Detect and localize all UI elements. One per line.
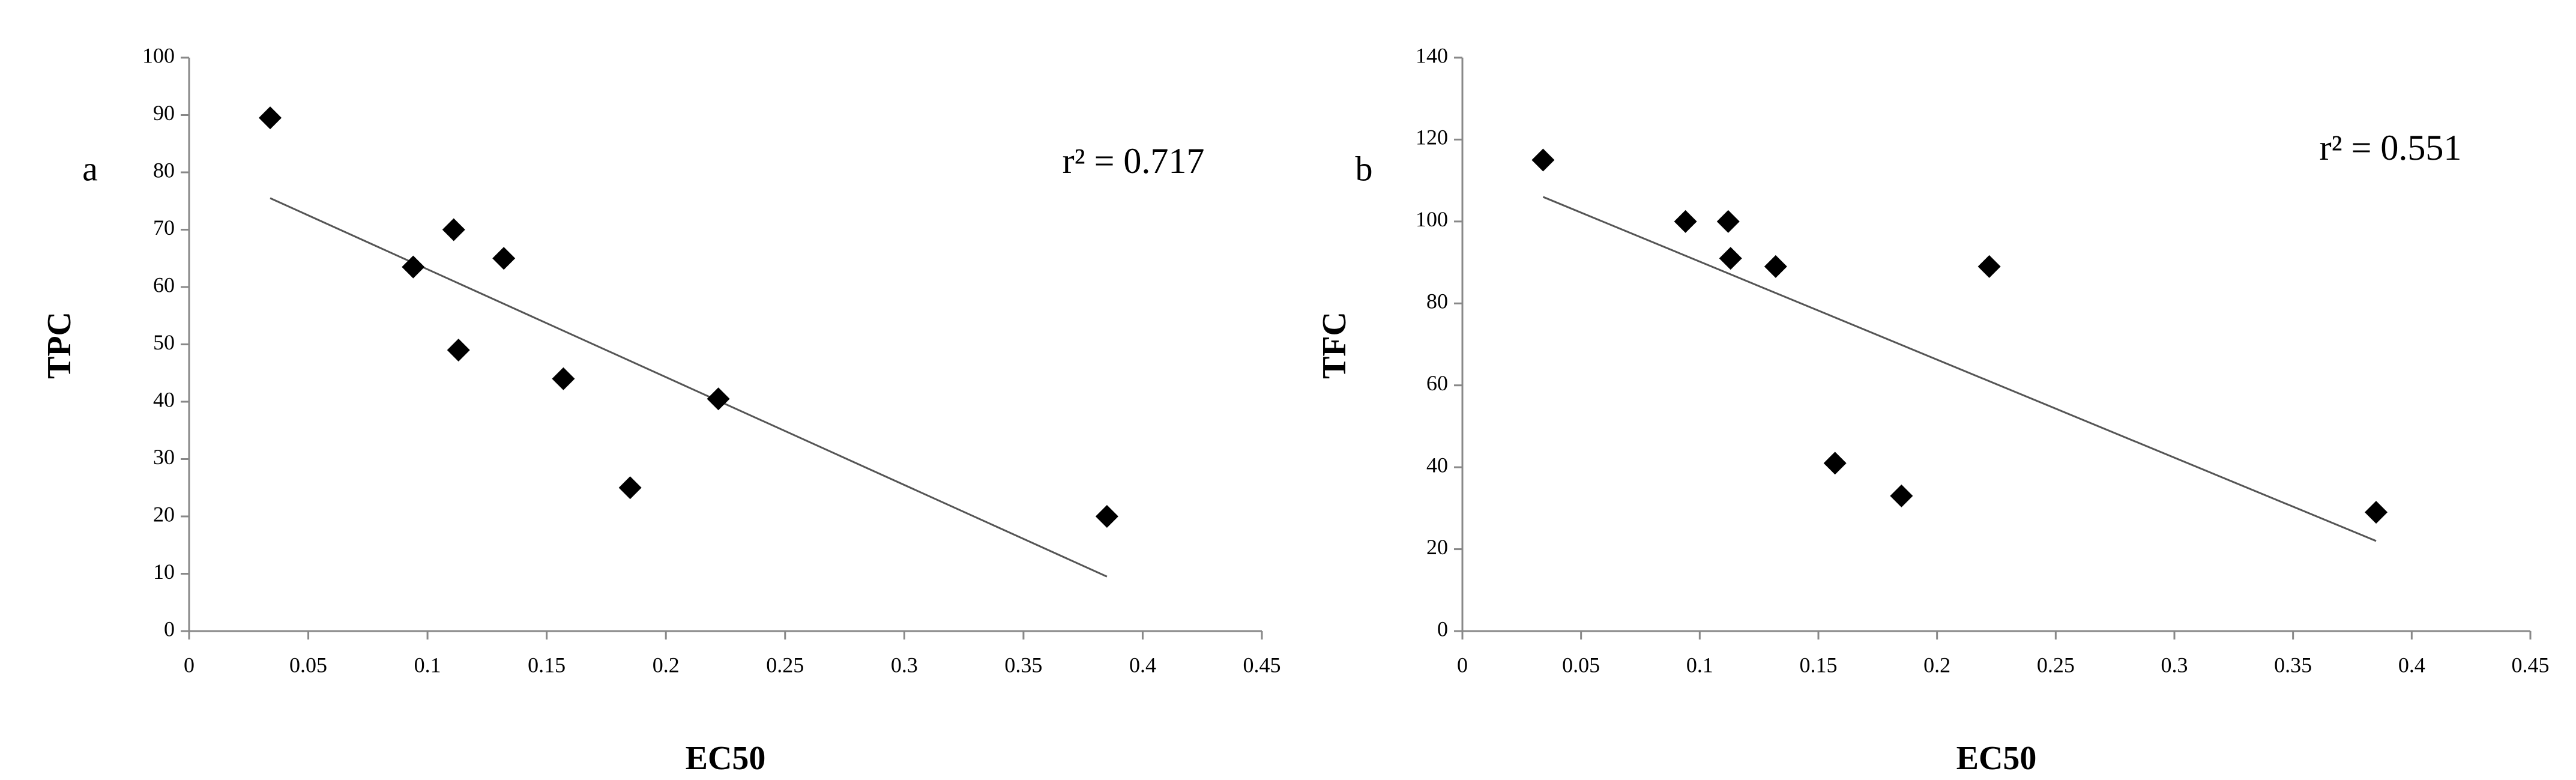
y-tick-label: 40 xyxy=(1426,453,1448,477)
x-tick-label: 0.15 xyxy=(528,653,566,677)
y-axis-label: TFC xyxy=(1316,312,1353,379)
x-tick-label: 0.4 xyxy=(1129,653,1156,677)
y-tick-label: 30 xyxy=(153,445,175,469)
y-tick-label: 50 xyxy=(153,330,175,354)
y-tick-label: 80 xyxy=(1426,289,1448,313)
y-tick-label: 90 xyxy=(153,101,175,125)
data-point xyxy=(618,476,642,500)
x-tick-label: 0.45 xyxy=(1243,653,1281,677)
data-point xyxy=(1890,484,1913,507)
data-point xyxy=(1095,505,1118,528)
y-tick-label: 20 xyxy=(153,502,175,526)
x-tick-label: 0.4 xyxy=(2398,653,2425,677)
x-tick-label: 0 xyxy=(184,653,195,677)
data-point xyxy=(1764,255,1787,278)
x-tick-label: 0.1 xyxy=(414,653,441,677)
y-tick-label: 100 xyxy=(142,43,175,67)
x-tick-label: 0.45 xyxy=(2512,653,2550,677)
x-tick-label: 0.3 xyxy=(2161,653,2188,677)
data-point xyxy=(1716,210,1740,233)
data-point xyxy=(492,247,516,270)
x-tick-label: 0.35 xyxy=(2274,653,2312,677)
y-tick-label: 10 xyxy=(153,560,175,584)
y-tick-label: 0 xyxy=(164,617,175,641)
x-tick-label: 0 xyxy=(1457,653,1468,677)
data-point xyxy=(2365,501,2388,524)
y-axis-label: TPC xyxy=(41,312,78,379)
y-tick-label: 120 xyxy=(1416,125,1448,150)
data-point xyxy=(1823,452,1847,475)
trendline xyxy=(1542,196,2377,542)
trendline xyxy=(270,197,1108,578)
y-tick-label: 60 xyxy=(1426,371,1448,395)
data-point xyxy=(707,387,730,411)
x-tick-label: 0.05 xyxy=(1562,653,1600,677)
y-tick-label: 70 xyxy=(153,216,175,240)
data-point xyxy=(1719,247,1742,270)
x-tick-label: 0.2 xyxy=(653,653,680,677)
x-tick-label: 0.05 xyxy=(289,653,327,677)
y-tick-label: 40 xyxy=(153,387,175,411)
data-point xyxy=(259,106,282,130)
x-axis-label: EC50 xyxy=(1956,740,2037,777)
annotation: r² = 0.717 xyxy=(1063,141,1205,181)
data-point xyxy=(1977,255,2001,278)
x-tick-label: 0.3 xyxy=(891,653,918,677)
x-tick-label: 0.1 xyxy=(1686,653,1713,677)
y-tick-label: 20 xyxy=(1426,535,1448,559)
x-axis-label: EC50 xyxy=(686,740,766,777)
x-tick-label: 0.15 xyxy=(1800,653,1838,677)
y-tick-label: 60 xyxy=(153,273,175,297)
data-point xyxy=(447,339,470,362)
y-tick-label: 100 xyxy=(1416,207,1448,231)
data-point xyxy=(442,218,465,241)
x-tick-label: 0.25 xyxy=(766,653,804,677)
x-tick-label: 0.35 xyxy=(1004,653,1042,677)
y-tick-label: 140 xyxy=(1416,43,1448,67)
y-tick-label: 0 xyxy=(1437,617,1448,641)
panel-label: a xyxy=(82,149,98,188)
data-point xyxy=(1674,210,1697,233)
x-tick-label: 0.25 xyxy=(2037,653,2075,677)
x-tick-label: 0.2 xyxy=(1923,653,1950,677)
y-tick-label: 80 xyxy=(153,158,175,182)
data-point xyxy=(1531,148,1555,172)
data-point xyxy=(552,367,575,390)
data-point xyxy=(402,255,425,279)
annotation: r² = 0.551 xyxy=(2320,128,2462,168)
panel-label: b xyxy=(1356,149,1373,188)
